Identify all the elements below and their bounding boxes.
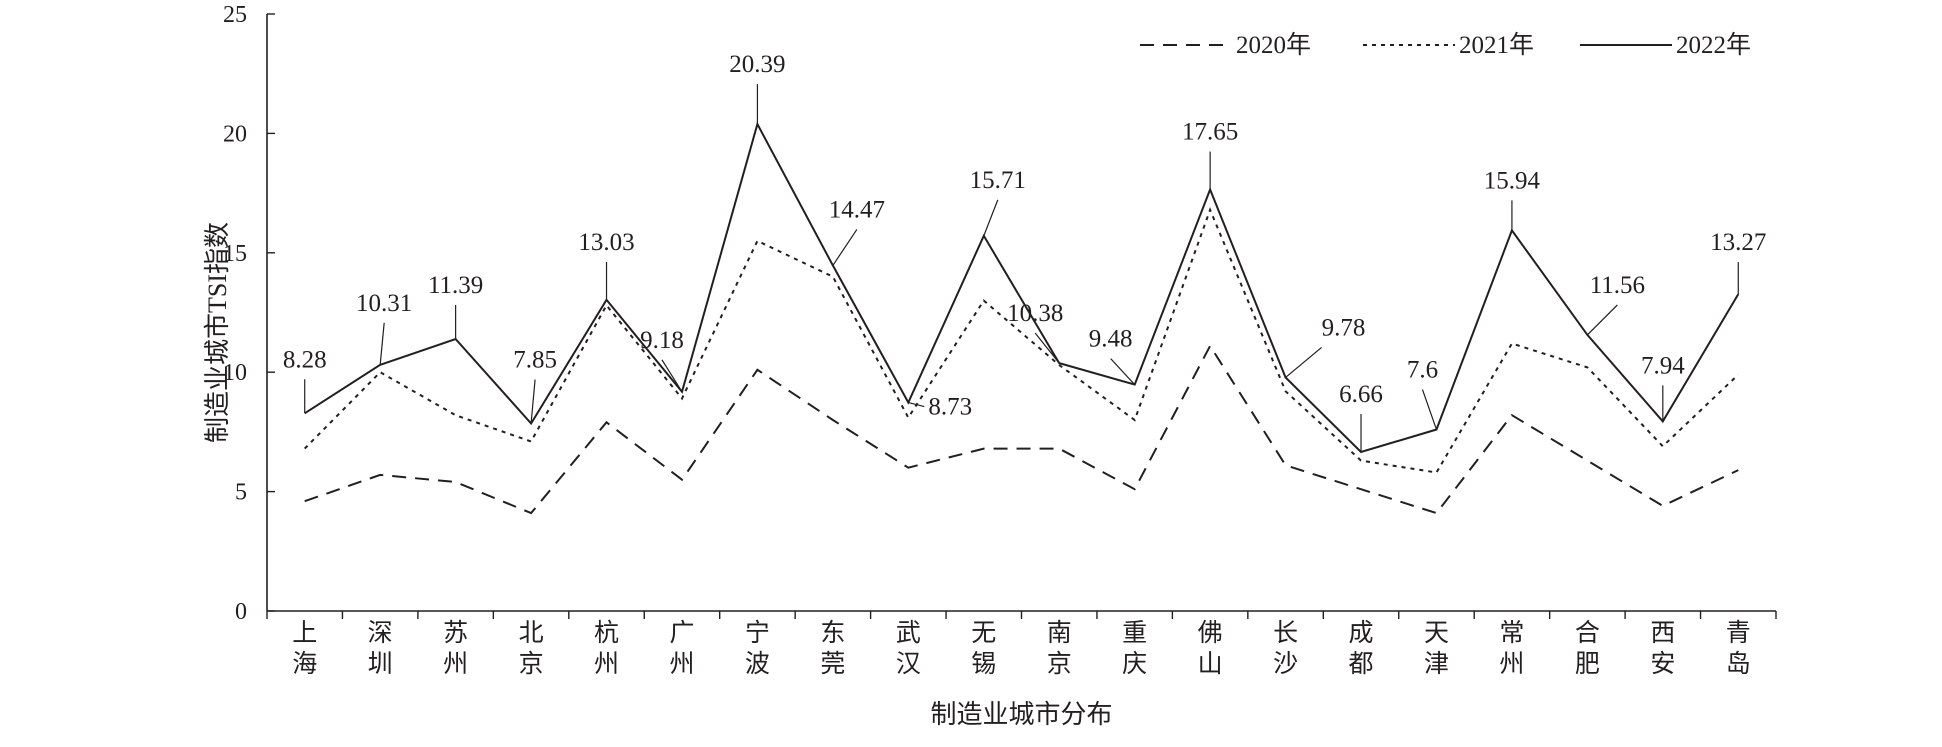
data-label: 13.03: [578, 229, 634, 256]
legend-label-2: 2021年: [1459, 31, 1534, 59]
data-label: 13.27: [1710, 229, 1766, 256]
data-label: 20.39: [729, 51, 785, 78]
x-tick-label: 成: [1349, 619, 1374, 647]
data-label: 8.73: [928, 394, 972, 421]
x-tick-label: 佛: [1198, 619, 1223, 647]
data-label: 15.94: [1484, 167, 1541, 194]
x-tick-label: 上: [292, 619, 317, 647]
data-label: 11.56: [1590, 272, 1645, 299]
y-tick-label: 5: [235, 480, 247, 506]
data-label: 8.28: [283, 346, 327, 373]
data-label-leader: [530, 379, 536, 424]
data-label: 9.18: [640, 327, 684, 354]
data-label: 7.6: [1407, 357, 1438, 384]
x-tick-label: 沙: [1273, 651, 1298, 678]
x-tick-label: 庆: [1122, 650, 1147, 678]
data-label-leader: [661, 359, 683, 393]
data-label: 9.48: [1089, 326, 1133, 353]
data-label-leader: [1421, 389, 1438, 430]
x-tick-label: 安: [1650, 650, 1675, 678]
data-label: 7.85: [513, 347, 557, 374]
data-label: 9.78: [1322, 314, 1366, 341]
x-tick-label: 无: [971, 620, 996, 647]
x-tick-label: 岛: [1726, 650, 1751, 678]
legend-label-3: 2022年: [1676, 31, 1751, 59]
x-tick-label: 州: [669, 651, 694, 678]
x-tick-label: 莞: [820, 650, 845, 678]
x-tick-label: 武: [896, 619, 921, 647]
series-line-2: [303, 207, 1739, 474]
x-tick-label: 东: [820, 619, 845, 647]
x-tick-label: 合: [1575, 619, 1600, 647]
data-label: 10.31: [356, 290, 412, 317]
x-tick-label: 波: [745, 650, 770, 678]
x-tick-label: 京: [519, 650, 544, 678]
data-label-leader: [908, 401, 925, 408]
x-tick-label: 重: [1122, 619, 1147, 647]
data-label-leader: [379, 322, 385, 365]
x-tick-label: 汉: [896, 651, 921, 678]
y-tick-label: 20: [223, 121, 247, 147]
x-tick-label: 天: [1424, 620, 1449, 647]
x-tick-label: 深: [368, 619, 393, 647]
x-tick-label: 苏: [443, 619, 468, 647]
data-label: 17.65: [1182, 119, 1238, 146]
data-label-leader: [1586, 304, 1618, 336]
data-label-leader: [1034, 332, 1060, 364]
plot-axes: 0510152025上海深圳苏州北京杭州广州宁波东莞武汉无锡南京重庆佛山长沙成都…: [223, 2, 1777, 678]
data-labels: 8.28 10.31 11.39 7.85 13.03 9.18 20.39 14.47 8.7…: [283, 51, 1766, 452]
x-tick-label: 州: [1499, 651, 1524, 678]
x-tick-label: 山: [1198, 650, 1223, 678]
x-tick-label: 州: [443, 651, 468, 678]
data-label: 15.71: [970, 167, 1026, 194]
x-tick-label: 宁: [745, 619, 770, 647]
data-label: 14.47: [829, 196, 885, 223]
x-tick-label: 常: [1499, 619, 1524, 647]
x-tick-label: 杭: [594, 619, 619, 647]
x-tick-label: 青: [1726, 619, 1751, 647]
x-tick-label: 津: [1424, 650, 1449, 678]
x-tick-label: 海: [292, 650, 317, 678]
x-tick-label: 西: [1650, 620, 1675, 647]
data-label-leader: [1285, 346, 1322, 378]
series-line-1: [304, 343, 1739, 515]
data-label: 10.38: [1007, 300, 1063, 327]
y-axis-title: 制造业城市TSI指数: [203, 222, 232, 443]
data-label: 11.39: [428, 272, 483, 299]
x-tick-label: 南: [1047, 619, 1072, 647]
y-tick-label: 10: [223, 360, 247, 386]
legend: 2020年 2021年 2022年: [1140, 31, 1751, 59]
data-label: 6.66: [1339, 381, 1383, 408]
y-tick-label: 15: [223, 241, 247, 267]
x-tick-label: 肥: [1575, 651, 1600, 678]
x-tick-label: 京: [1047, 650, 1072, 678]
series-line-3: [304, 121, 1740, 454]
x-tick-label: 北: [519, 620, 544, 647]
x-tick-label: 广: [669, 619, 694, 647]
y-tick-label: 0: [235, 599, 247, 625]
legend-label-1: 2020年: [1236, 31, 1311, 59]
y-tick-label: 25: [223, 2, 247, 28]
data-label-leader: [1110, 358, 1136, 386]
x-tick-label: 长: [1273, 619, 1298, 647]
x-tick-label: 圳: [368, 650, 393, 678]
data-label-leader: [832, 229, 858, 266]
data-label-leader: [983, 199, 999, 237]
x-tick-label: 州: [594, 651, 619, 678]
x-tick-label: 都: [1349, 651, 1374, 678]
series-lines: [303, 121, 1740, 515]
x-axis-title: 制造业城市分布: [930, 700, 1112, 729]
x-tick-label: 锡: [971, 650, 996, 678]
data-label: 7.94: [1641, 352, 1685, 379]
